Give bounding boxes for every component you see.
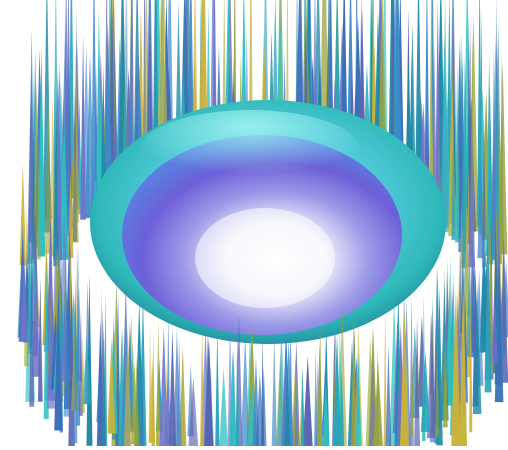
spike bbox=[451, 289, 461, 446]
spike bbox=[101, 329, 107, 446]
spike bbox=[82, 335, 91, 405]
spike bbox=[235, 327, 239, 446]
spike bbox=[176, 336, 182, 446]
spike bbox=[107, 338, 116, 434]
spike bbox=[219, 367, 228, 446]
spike bbox=[188, 376, 199, 446]
spike bbox=[71, 138, 79, 243]
spike bbox=[373, 361, 383, 446]
spike bbox=[20, 255, 28, 342]
spike bbox=[410, 354, 414, 437]
spike bbox=[294, 392, 299, 446]
spike bbox=[484, 238, 492, 393]
spike bbox=[156, 318, 161, 446]
spike bbox=[200, 329, 205, 446]
spike bbox=[472, 283, 482, 415]
spike bbox=[491, 290, 498, 364]
spike bbox=[32, 79, 41, 260]
bowl-center-glow bbox=[195, 208, 335, 308]
spike bbox=[43, 261, 49, 420]
spike bbox=[428, 35, 434, 204]
spike bbox=[355, 353, 362, 446]
spike bbox=[314, 345, 318, 446]
spike bbox=[29, 242, 35, 407]
spike bbox=[168, 329, 177, 446]
spike bbox=[383, 309, 387, 446]
spike bbox=[455, 59, 460, 243]
spike bbox=[459, 279, 468, 446]
spike bbox=[284, 368, 291, 446]
spike bbox=[67, 169, 74, 259]
spike bbox=[140, 332, 144, 446]
spike bbox=[75, 247, 81, 426]
spike bbox=[477, 153, 485, 259]
spike bbox=[469, 283, 473, 433]
spike bbox=[271, 335, 277, 446]
spike bbox=[291, 361, 300, 446]
spike bbox=[175, 2, 182, 152]
spike bbox=[300, 365, 305, 446]
spike bbox=[434, 0, 441, 214]
spike bbox=[44, 96, 53, 254]
spike bbox=[414, 0, 423, 203]
spike bbox=[53, 88, 59, 267]
spike bbox=[467, 140, 476, 268]
spike bbox=[451, 127, 456, 240]
spike bbox=[494, 36, 501, 265]
spike bbox=[81, 335, 85, 413]
spike bbox=[204, 336, 214, 446]
spike bbox=[426, 311, 436, 439]
spike bbox=[37, 276, 43, 402]
spike bbox=[302, 355, 313, 446]
spike bbox=[151, 333, 156, 446]
spike bbox=[420, 350, 431, 432]
spike bbox=[322, 381, 330, 446]
spike bbox=[54, 287, 63, 431]
spike bbox=[103, 24, 113, 211]
spike bbox=[32, 236, 40, 377]
spike bbox=[333, 334, 341, 446]
spike bbox=[95, 9, 103, 210]
spike bbox=[443, 328, 448, 428]
spike bbox=[482, 112, 486, 267]
spike bbox=[63, 291, 71, 417]
spike bbox=[19, 163, 27, 266]
spike bbox=[229, 351, 237, 446]
spike bbox=[58, 130, 62, 261]
front-spikes bbox=[17, 199, 508, 446]
spike bbox=[399, 307, 409, 446]
spike bbox=[240, 334, 250, 446]
spike bbox=[255, 373, 265, 446]
spike bbox=[215, 327, 220, 446]
spike bbox=[435, 330, 440, 437]
spike bbox=[494, 247, 504, 403]
spike bbox=[385, 344, 392, 446]
spike bbox=[440, 0, 450, 233]
spike bbox=[123, 328, 132, 446]
spike bbox=[480, 275, 484, 353]
bowl bbox=[90, 100, 446, 344]
spike bbox=[414, 316, 421, 446]
spike bbox=[80, 35, 86, 220]
spike bbox=[125, 0, 129, 193]
spike bbox=[424, 0, 430, 178]
spike bbox=[49, 92, 56, 257]
bowl-highlight bbox=[140, 110, 360, 190]
spike bbox=[133, 354, 140, 446]
spike bbox=[37, 46, 46, 257]
spike bbox=[59, 119, 69, 260]
spike bbox=[339, 366, 345, 446]
spike bbox=[73, 298, 78, 444]
